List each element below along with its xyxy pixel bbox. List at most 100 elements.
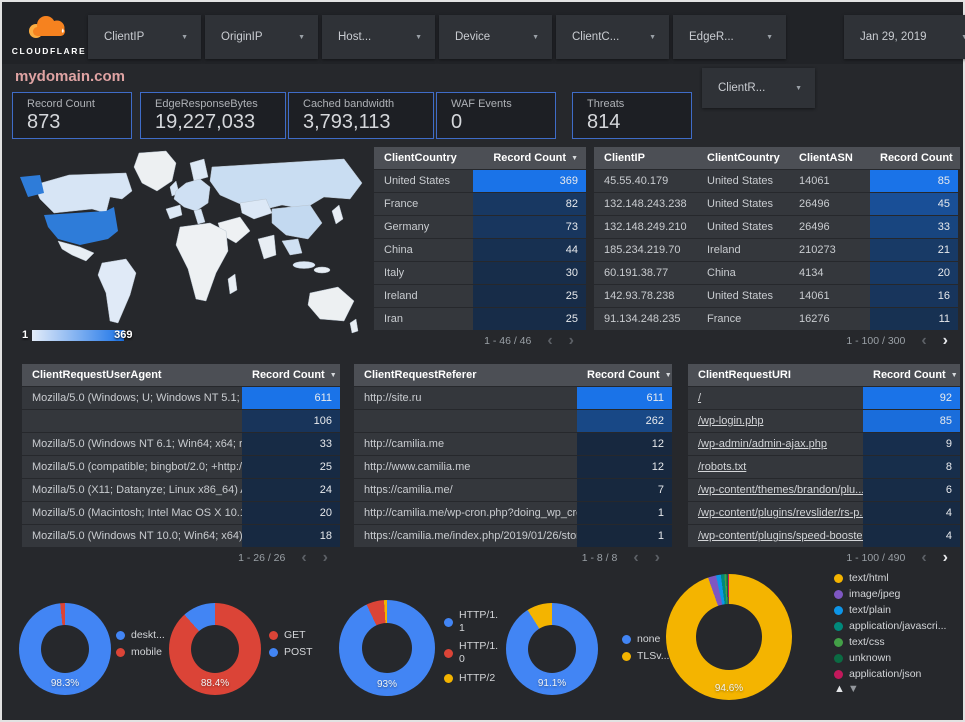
table-row[interactable]: /wp-admin/admin-ajax.php 9 — [688, 432, 960, 455]
table-row[interactable]: /wp-content/plugins/speed-booste... 4 — [688, 524, 960, 547]
table-row[interactable]: https://camilia.me/index.php/2019/01/26/… — [354, 524, 672, 547]
column-header-clientcountry[interactable]: ClientCountry — [707, 152, 780, 164]
date-range-picker[interactable]: Jan 29, 2019 ▼ — [844, 15, 965, 59]
column-header-record-count[interactable]: Record Count▼ — [252, 369, 337, 381]
sort-desc-icon[interactable]: ▼ — [329, 372, 337, 379]
sort-desc-icon[interactable]: ▼ — [664, 372, 672, 379]
uri-link[interactable]: /wp-content/themes/brandon/plu... — [688, 478, 863, 501]
pagination-prev-icon[interactable]: ‹ — [547, 332, 553, 349]
table-row[interactable]: Mozilla/5.0 (Windows; U; Windows NT 5.1;… — [22, 386, 340, 409]
pagination-prev-icon[interactable]: ‹ — [921, 549, 927, 566]
column-header-clientrequestuseragent[interactable]: ClientRequestUserAgent — [32, 369, 162, 381]
legend-item[interactable]: HTTP/2 — [444, 672, 501, 685]
table-row[interactable]: 60.191.38.77 China 4134 20 — [594, 261, 960, 284]
filter-chip-clientip[interactable]: ClientIP ▼ — [88, 15, 201, 59]
column-header-clientip[interactable]: ClientIP — [604, 152, 645, 164]
legend-item[interactable]: mobile — [116, 646, 165, 658]
filter-chip-originip[interactable]: OriginIP ▼ — [205, 15, 318, 59]
world-choropleth-map[interactable]: 1 369 — [14, 147, 370, 347]
legend-item[interactable]: TLSv... — [622, 650, 669, 662]
legend-item[interactable]: HTTP/1.0 — [444, 640, 501, 666]
pagination-prev-icon[interactable]: ‹ — [301, 549, 307, 566]
table-row[interactable]: 142.93.78.238 United States 14061 16 — [594, 284, 960, 307]
column-header-clientrequestreferer[interactable]: ClientRequestReferer — [364, 369, 477, 381]
uri-link[interactable]: /robots.txt — [688, 455, 863, 478]
table-row[interactable]: /wp-content/plugins/revslider/rs-p... 4 — [688, 501, 960, 524]
legend-item[interactable]: deskt... — [116, 629, 165, 641]
pagination-prev-icon[interactable]: ‹ — [921, 332, 927, 349]
filter-chip-device[interactable]: Device ▼ — [439, 15, 552, 59]
pagination-next-icon[interactable]: › — [942, 332, 948, 349]
sort-desc-icon[interactable]: ▼ — [847, 683, 859, 695]
device-type-donut[interactable]: 98.3% — [19, 603, 111, 695]
table-row[interactable]: Mozilla/5.0 (Windows NT 10.0; Win64; x64… — [22, 524, 340, 547]
legend-item[interactable]: POST — [269, 646, 313, 658]
table-row[interactable]: France 82 — [374, 192, 586, 215]
table-row[interactable]: Iran 25 — [374, 307, 586, 330]
column-header-record-count[interactable]: Record Count▼ — [587, 369, 672, 381]
table-row[interactable]: 132.148.243.238 United States 26496 45 — [594, 192, 960, 215]
content-type-donut[interactable]: 94.6% — [666, 574, 792, 700]
column-header-record-count[interactable]: Record Count▼ — [493, 152, 578, 164]
table-row[interactable]: 106 — [22, 409, 340, 432]
tls-version-donut[interactable]: 91.1% — [506, 603, 598, 695]
table-row[interactable]: 132.148.249.210 United States 26496 33 — [594, 215, 960, 238]
legend-item[interactable]: HTTP/1.1 — [444, 609, 501, 635]
table-row[interactable]: /92 — [688, 386, 960, 409]
legend-item[interactable]: unknown — [834, 652, 946, 664]
table-row[interactable]: /wp-login.php 85 — [688, 409, 960, 432]
table-row[interactable]: Mozilla/5.0 (Macintosh; Intel Mac OS X 1… — [22, 501, 340, 524]
column-header-record-count[interactable]: Record Count▼ — [870, 147, 958, 169]
table-row[interactable]: http://camilia.me/wp-cron.php?doing_wp_c… — [354, 501, 672, 524]
column-header-clientcountry[interactable]: ClientCountry — [384, 152, 457, 164]
table-row[interactable]: http://www.camilia.me 12 — [354, 455, 672, 478]
column-header-clientasn[interactable]: ClientASN — [799, 152, 853, 164]
table-row[interactable]: /robots.txt 8 — [688, 455, 960, 478]
legend-item[interactable]: application/json — [834, 668, 946, 680]
legend-item[interactable]: application/javascri... — [834, 620, 946, 632]
pagination-next-icon[interactable]: › — [568, 332, 574, 349]
http-method-donut[interactable]: 88.4% — [169, 603, 261, 695]
table-row[interactable]: Italy 30 — [374, 261, 586, 284]
table-row[interactable]: Mozilla/5.0 (X11; Datanyze; Linux x86_64… — [22, 478, 340, 501]
table-row[interactable]: 45.55.40.179 United States 14061 85 — [594, 169, 960, 192]
table-row[interactable]: 262 — [354, 409, 672, 432]
uri-link[interactable]: /wp-content/plugins/revslider/rs-p... — [688, 501, 863, 524]
legend-item[interactable]: text/css — [834, 636, 946, 648]
table-row[interactable]: 91.134.248.235 France 16276 11 — [594, 307, 960, 330]
filter-chip-edger[interactable]: EdgeR... ▼ — [673, 15, 786, 59]
table-row[interactable]: Ireland 25 — [374, 284, 586, 307]
sort-desc-icon[interactable]: ▼ — [571, 155, 578, 162]
table-row[interactable]: Germany 73 — [374, 215, 586, 238]
sort-desc-icon[interactable]: ▼ — [950, 372, 958, 379]
table-row[interactable]: https://camilia.me/7 — [354, 478, 672, 501]
legend-sort-icons[interactable]: ▲ ▼ — [834, 683, 859, 695]
uri-link[interactable]: /wp-login.php — [688, 409, 863, 432]
filter-chip-clientrequest[interactable]: ClientR... ▼ — [702, 68, 815, 108]
uri-link[interactable]: / — [688, 386, 863, 409]
pagination-next-icon[interactable]: › — [654, 549, 660, 566]
filter-chip-host[interactable]: Host... ▼ — [322, 15, 435, 59]
legend-item[interactable]: text/html — [834, 572, 946, 584]
uri-link[interactable]: /wp-content/plugins/speed-booste... — [688, 524, 863, 547]
http-protocol-donut[interactable]: 93% — [339, 600, 435, 696]
table-row[interactable]: 185.234.219.70 Ireland 210273 21 — [594, 238, 960, 261]
legend-item[interactable]: text/plain — [834, 604, 946, 616]
table-row[interactable]: http://site.ru 611 — [354, 386, 672, 409]
column-header-record-count[interactable]: Record Count▼ — [873, 369, 958, 381]
legend-item[interactable]: image/jpeg — [834, 588, 946, 600]
table-row[interactable]: Mozilla/5.0 (compatible; bingbot/2.0; +h… — [22, 455, 340, 478]
table-row[interactable]: Mozilla/5.0 (Windows NT 6.1; Win64; x64;… — [22, 432, 340, 455]
pagination-next-icon[interactable]: › — [322, 549, 328, 566]
pagination-next-icon[interactable]: › — [942, 549, 948, 566]
table-row[interactable]: http://camilia.me 12 — [354, 432, 672, 455]
sort-asc-icon[interactable]: ▲ — [834, 683, 845, 695]
legend-item[interactable]: none — [622, 633, 669, 645]
pagination-prev-icon[interactable]: ‹ — [633, 549, 639, 566]
column-header-clientrequesturi[interactable]: ClientRequestURI — [698, 369, 791, 381]
table-row[interactable]: /wp-content/themes/brandon/plu... 6 — [688, 478, 960, 501]
table-row[interactable]: United States 369 — [374, 169, 586, 192]
uri-link[interactable]: /wp-admin/admin-ajax.php — [688, 432, 863, 455]
table-row[interactable]: China 44 — [374, 238, 586, 261]
legend-item[interactable]: GET — [269, 629, 313, 641]
